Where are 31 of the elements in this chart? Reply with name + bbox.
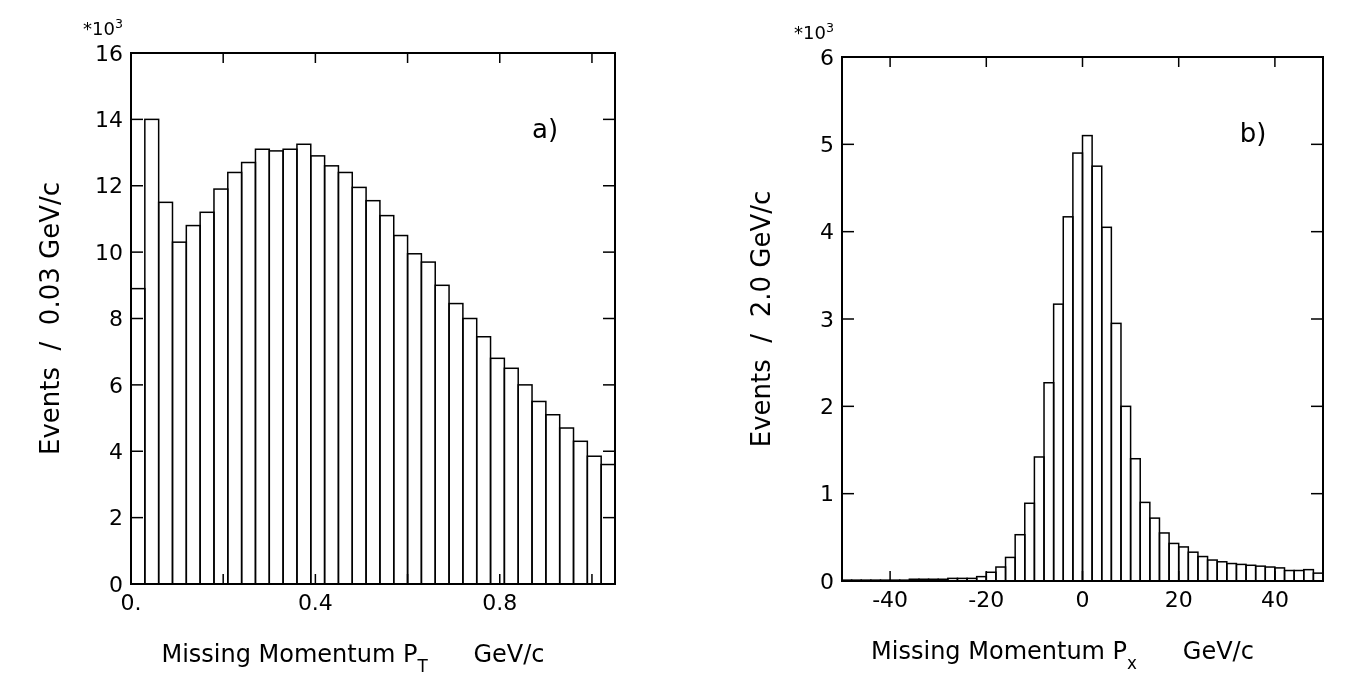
annotation: a) <box>531 114 559 144</box>
x-tick-label: 0 <box>1075 587 1090 612</box>
text: Missing Momentum P$_{T}$ GeV/c <box>161 640 545 676</box>
y-tick-label: 8 <box>109 306 123 332</box>
x-tick-label: 0. <box>120 590 142 615</box>
y-axis-title: Events / 2.0 GeV/c <box>746 190 776 448</box>
text: Missing Momentum P$_{x}$ GeV/c <box>871 637 1254 673</box>
y-tick-label: 2 <box>820 394 834 420</box>
text: *10$^{3}$ <box>83 15 123 39</box>
x-tick-label: 0.4 <box>297 590 333 615</box>
y-tick-label: 3 <box>820 306 834 332</box>
annotation: b) <box>1239 118 1267 148</box>
y-tick-label: 12 <box>95 173 123 199</box>
y-axis-title: Events / 0.03 GeV/c <box>35 182 65 455</box>
y-tick-label: 6 <box>109 372 123 398</box>
y-tick-label: 6 <box>820 44 834 70</box>
x-tick-label: 20 <box>1164 587 1193 612</box>
x-tick-label: -20 <box>968 587 1005 612</box>
y-tick-label: 16 <box>95 40 123 66</box>
y-tick-label: 10 <box>95 239 123 265</box>
y-tick-label: 2 <box>109 505 123 531</box>
x-tick-label: 0.8 <box>482 590 518 615</box>
y-tick-label: 4 <box>820 219 834 245</box>
text: *10$^{3}$ <box>794 19 834 43</box>
y-tick-label: 1 <box>820 481 834 507</box>
x-tick-label: 40 <box>1260 587 1289 612</box>
y-tick-label: 0 <box>820 568 834 594</box>
y-tick-label: 4 <box>109 438 123 464</box>
y-tick-label: 14 <box>95 107 123 133</box>
y-tick-label: 5 <box>820 132 834 158</box>
x-tick-label: -40 <box>872 587 909 612</box>
